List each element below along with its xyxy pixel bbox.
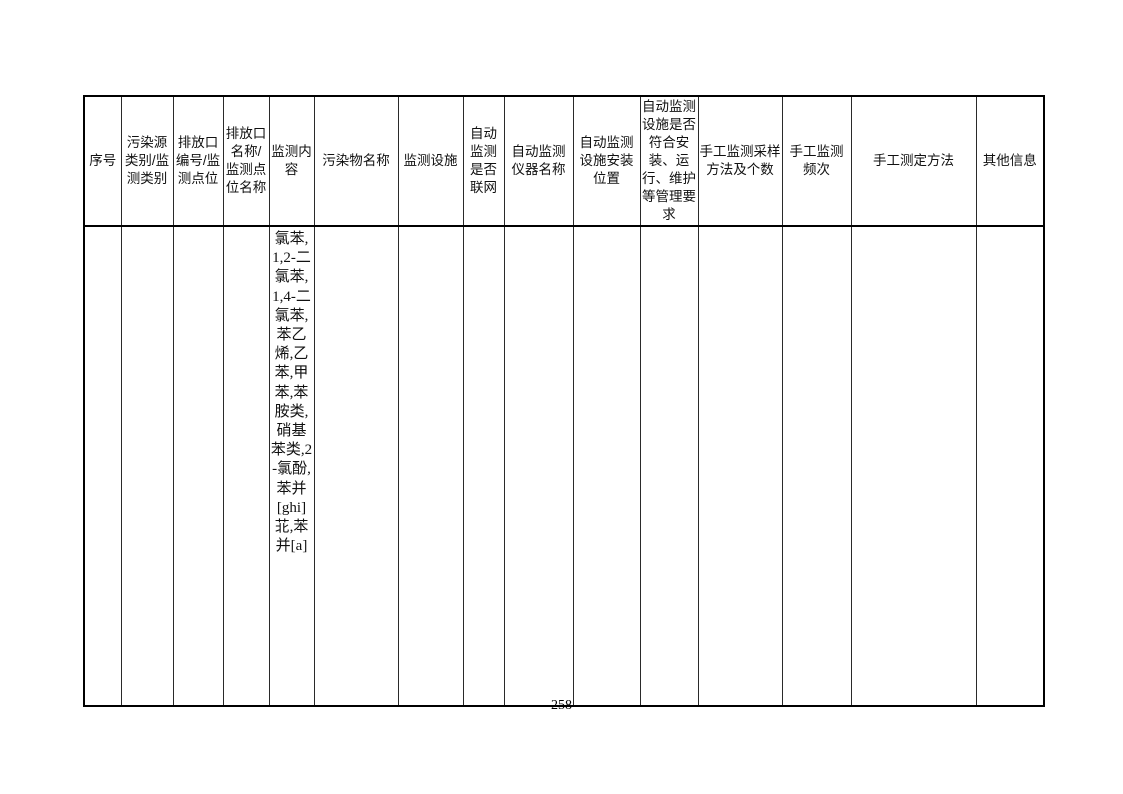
col-header-auto-install-location: 自动监测设施安装位置	[572, 95, 641, 227]
cell-monitoring-content: 氯苯,1,2-二氯苯,1,4-二氯苯,苯乙烯,乙苯,甲苯,苯胺类,硝基苯类,2-…	[268, 225, 315, 707]
col-header-auto-networked: 自动监测是否联网	[462, 95, 505, 227]
col-header-serial-number: 序号	[83, 95, 122, 227]
col-header-pollutant-name: 污染物名称	[313, 95, 399, 227]
col-header-auto-compliance: 自动监测设施是否符合安装、运行、维护等管理要求	[639, 95, 699, 227]
col-header-auto-instrument-name: 自动监测仪器名称	[503, 95, 574, 227]
table-row: 氯苯,1,2-二氯苯,1,4-二氯苯,苯乙烯,乙苯,甲苯,苯胺类,硝基苯类,2-…	[83, 225, 1045, 707]
cell-pollution-source-category	[120, 225, 174, 707]
cell-manual-sampling-method	[697, 225, 783, 707]
monitoring-info-table: 序号 污染源类别/监测类别 排放口编号/监测点位 排放口名称/监测点位名称 监测…	[83, 95, 1045, 707]
cell-other-info	[975, 225, 1045, 707]
col-header-outlet-name: 排放口名称/监测点位名称	[222, 95, 270, 227]
col-header-manual-determination-method: 手工测定方法	[850, 95, 977, 227]
cell-monitoring-facility	[397, 225, 464, 707]
col-header-manual-frequency: 手工监测频次	[781, 95, 852, 227]
col-header-monitoring-content: 监测内容	[268, 95, 315, 227]
col-header-pollution-source-category: 污染源类别/监测类别	[120, 95, 174, 227]
page-number: 258	[551, 698, 572, 713]
cell-outlet-number	[172, 225, 224, 707]
cell-outlet-name	[222, 225, 270, 707]
cell-serial-number	[83, 225, 122, 707]
col-header-manual-sampling-method: 手工监测采样方法及个数	[697, 95, 783, 227]
table-header-row: 序号 污染源类别/监测类别 排放口编号/监测点位 排放口名称/监测点位名称 监测…	[83, 95, 1045, 227]
cell-manual-frequency	[781, 225, 852, 707]
cell-auto-compliance	[639, 225, 699, 707]
cell-manual-determination-method	[850, 225, 977, 707]
col-header-monitoring-facility: 监测设施	[397, 95, 464, 227]
cell-auto-networked	[462, 225, 505, 707]
col-header-outlet-number: 排放口编号/监测点位	[172, 95, 224, 227]
cell-auto-instrument-name	[503, 225, 574, 707]
cell-auto-install-location	[572, 225, 641, 707]
cell-pollutant-name	[313, 225, 399, 707]
col-header-other-info: 其他信息	[975, 95, 1045, 227]
